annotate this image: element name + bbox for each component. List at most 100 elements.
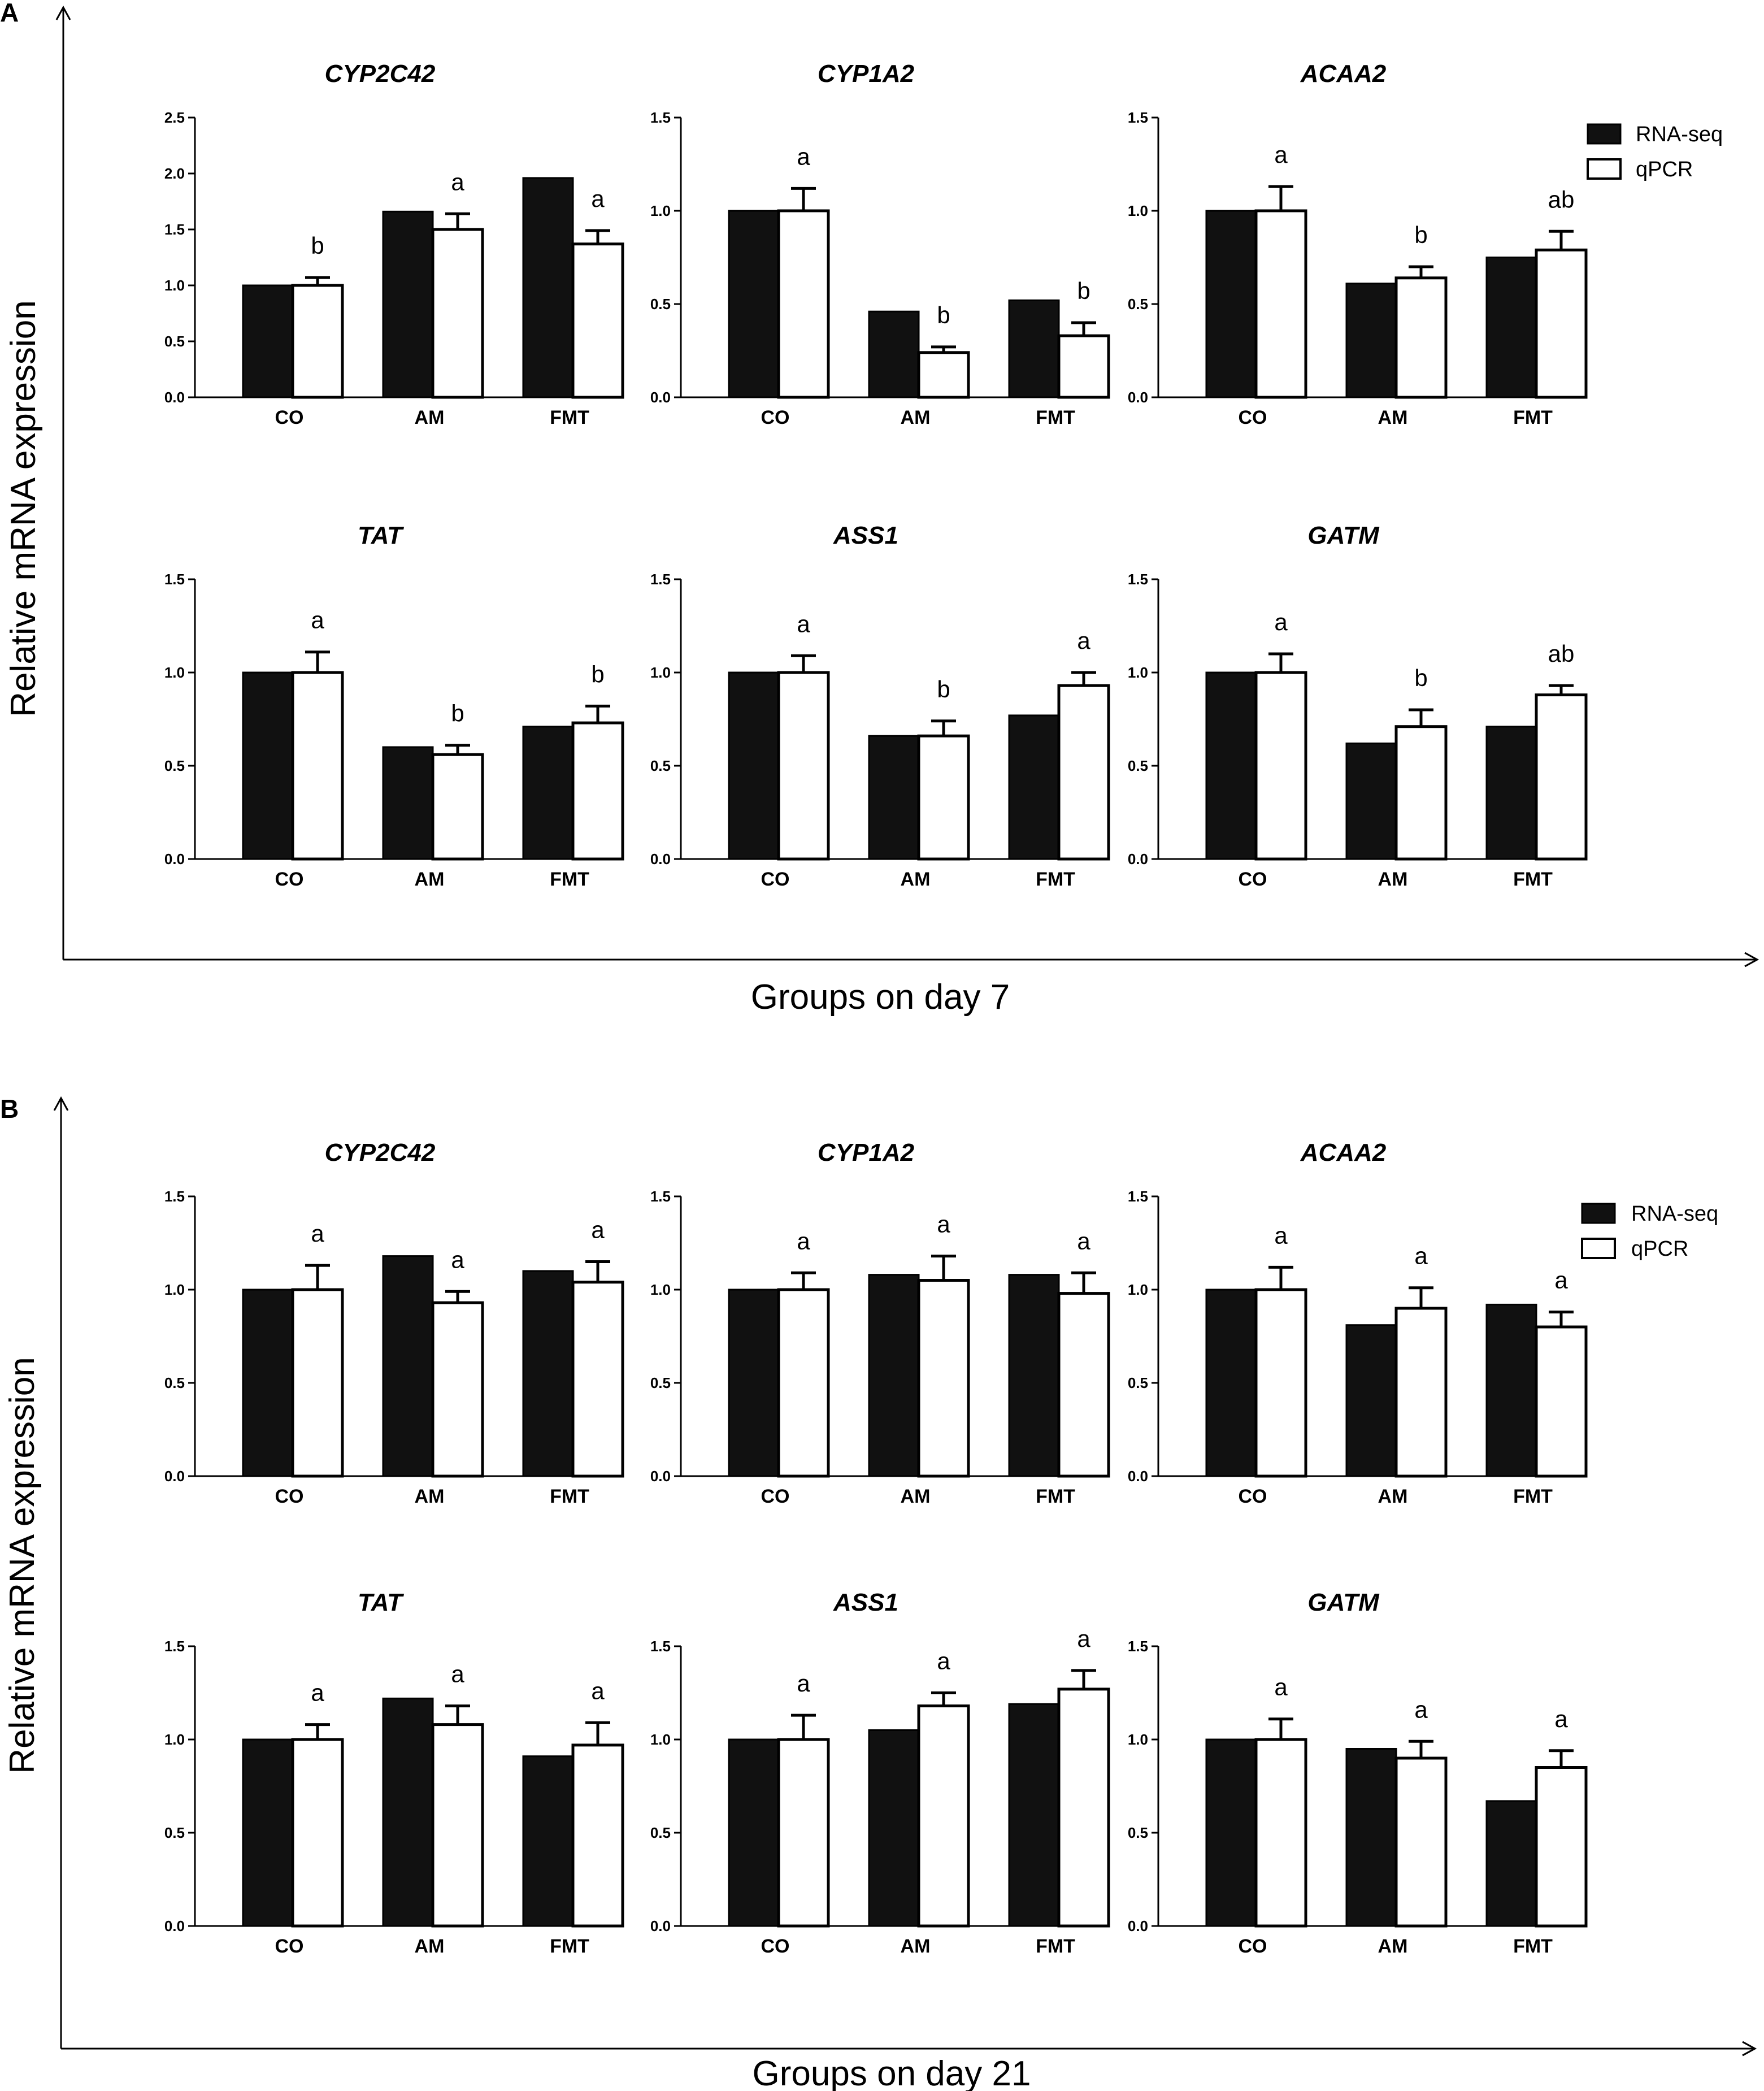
sig-label-b-tat-am: a	[451, 1661, 464, 1687]
y-tick-label-b-acaa2: 1.5	[1128, 1188, 1148, 1205]
y-tick-label-a-cyp2c42: 1.0	[164, 277, 185, 294]
y-tick-label-a-tat: 0.0	[164, 851, 185, 867]
category-label-b-ass1-co: CO	[761, 1936, 790, 1957]
sig-label-a-cyp2c42-am: a	[451, 168, 464, 195]
y-tick-label-a-cyp1a2: 0.0	[650, 389, 671, 406]
sig-label-a-cyp1a2-co: a	[797, 143, 810, 170]
category-label-a-cyp2c42-fmt: FMT	[550, 407, 589, 428]
y-tick-label-b-ass1: 0.5	[650, 1824, 671, 1841]
bar-qpcr-a-cyp1a2-co	[777, 209, 830, 399]
category-label-b-cyp2c42-am: AM	[415, 1486, 445, 1507]
y-tick-label-a-gatm: 0.0	[1128, 851, 1148, 867]
bar-qpcr-b-ass1-am	[917, 1704, 970, 1928]
bar-rnaseq-a-cyp2c42-co	[242, 284, 294, 398]
bar-qpcr-b-acaa2-am	[1394, 1307, 1448, 1478]
bar-qpcr-a-cyp1a2-fmt	[1057, 334, 1110, 399]
bar-qpcr-b-cyp1a2-am	[917, 1279, 970, 1478]
outer-x-arrow-b	[1742, 2041, 1757, 2057]
bar-rnaseq-b-cyp2c42-fmt	[522, 1270, 574, 1477]
category-label-a-tat-fmt: FMT	[550, 869, 589, 890]
bar-qpcr-a-ass1-am	[917, 734, 970, 861]
y-tick-label-b-cyp2c42: 0.5	[164, 1374, 185, 1391]
bar-rnaseq-b-tat-co	[242, 1738, 294, 1927]
panel-label-a: A	[0, 0, 19, 27]
category-label-a-gatm-am: AM	[1378, 869, 1408, 890]
sig-label-b-tat-fmt: a	[591, 1677, 605, 1704]
bar-rnaseq-b-cyp2c42-am	[382, 1255, 434, 1477]
y-tick-label-a-cyp1a2: 1.5	[650, 109, 671, 126]
bar-qpcr-b-cyp2c42-fmt	[571, 1281, 624, 1478]
y-axis-title-b: Relative mRNA expression	[3, 1357, 42, 1773]
bar-qpcr-b-gatm-fmt	[1535, 1766, 1588, 1928]
bar-rnaseq-b-cyp2c42-co	[242, 1289, 294, 1477]
sig-label-b-acaa2-am: a	[1414, 1243, 1428, 1269]
outer-y-arrow-a	[55, 5, 71, 20]
y-tick-label-a-cyp2c42: 2.5	[164, 109, 185, 126]
y-tick-label-b-cyp2c42: 1.0	[164, 1281, 185, 1298]
sig-label-b-acaa2-fmt: a	[1554, 1267, 1568, 1294]
x-axis-title-a: Groups on day 7	[751, 978, 1010, 1017]
y-tick-label-b-gatm: 1.5	[1128, 1638, 1148, 1655]
bar-qpcr-a-ass1-co	[777, 671, 830, 861]
y-tick-label-a-acaa2: 1.0	[1128, 202, 1148, 219]
outer-y-arrow-b	[53, 1096, 69, 1111]
sig-label-b-acaa2-co: a	[1274, 1222, 1288, 1248]
y-tick-label-b-tat: 1.0	[164, 1731, 185, 1748]
bar-rnaseq-a-ass1-am	[868, 735, 920, 860]
category-label-a-ass1-am: AM	[901, 869, 931, 890]
category-label-b-tat-fmt: FMT	[550, 1936, 589, 1957]
bar-rnaseq-a-acaa2-co	[1205, 210, 1257, 398]
bar-qpcr-a-tat-am	[431, 753, 484, 861]
bar-rnaseq-b-ass1-am	[868, 1729, 920, 1927]
y-tick-label-a-ass1: 0.5	[650, 757, 671, 774]
category-label-b-cyp1a2-fmt: FMT	[1036, 1486, 1075, 1507]
sig-label-a-tat-fmt: b	[591, 661, 604, 687]
chart-title-a-ass1: ASS1	[833, 522, 898, 549]
y-tick-label-a-acaa2: 0.0	[1128, 389, 1148, 406]
sig-label-b-ass1-fmt: a	[1077, 1625, 1090, 1652]
panel-label-b: B	[0, 1094, 19, 1123]
bar-rnaseq-a-cyp1a2-am	[868, 310, 920, 398]
y-tick-label-a-tat: 1.5	[164, 571, 185, 588]
bar-rnaseq-b-tat-am	[382, 1697, 434, 1927]
bar-qpcr-b-cyp2c42-co	[291, 1288, 344, 1478]
sig-label-a-gatm-am: b	[1414, 665, 1427, 691]
bar-qpcr-a-cyp2c42-am	[431, 228, 484, 399]
y-tick-label-a-cyp2c42: 0.0	[164, 389, 185, 406]
y-tick-label-b-acaa2: 1.0	[1128, 1281, 1148, 1298]
bar-qpcr-a-acaa2-fmt	[1535, 248, 1588, 399]
legend-label-qpcr-a: qPCR	[1636, 158, 1693, 181]
bar-qpcr-a-cyp1a2-am	[917, 351, 970, 399]
bar-rnaseq-b-cyp1a2-am	[868, 1274, 920, 1477]
category-label-b-acaa2-am: AM	[1378, 1486, 1408, 1507]
bar-qpcr-b-ass1-fmt	[1057, 1687, 1110, 1928]
outer-x-arrow-a	[1744, 952, 1759, 968]
sig-label-a-ass1-co: a	[797, 610, 810, 637]
legend-swatch-qpcr-a	[1587, 158, 1622, 180]
chart-title-a-cyp1a2: CYP1A2	[818, 60, 915, 88]
legend-label-qpcr-b: qPCR	[1631, 1237, 1688, 1261]
category-label-a-cyp1a2-fmt: FMT	[1036, 407, 1075, 428]
sig-label-b-ass1-am: a	[937, 1648, 950, 1674]
sig-label-a-ass1-fmt: a	[1077, 627, 1090, 654]
y-tick-label-a-ass1: 1.5	[650, 571, 671, 588]
y-tick-label-b-acaa2: 0.0	[1128, 1468, 1148, 1485]
category-label-b-gatm-co: CO	[1239, 1936, 1267, 1957]
legend-label-rnaseq-b: RNA-seq	[1631, 1202, 1718, 1226]
sig-label-a-tat-co: a	[311, 607, 324, 634]
sig-label-a-acaa2-fmt: ab	[1548, 186, 1575, 212]
bar-rnaseq-a-ass1-co	[728, 671, 780, 860]
bar-rnaseq-a-gatm-am	[1345, 742, 1397, 860]
category-label-a-tat-am: AM	[415, 869, 445, 890]
bar-qpcr-a-acaa2-am	[1394, 276, 1448, 399]
chart-title-b-cyp1a2: CYP1A2	[818, 1139, 915, 1166]
bar-qpcr-a-gatm-fmt	[1535, 693, 1588, 861]
y-tick-label-a-cyp2c42: 2.0	[164, 165, 185, 182]
sig-label-b-gatm-co: a	[1274, 1674, 1288, 1700]
chart-title-a-acaa2: ACAA2	[1300, 60, 1387, 88]
category-label-a-ass1-co: CO	[761, 869, 790, 890]
y-tick-label-b-cyp2c42: 1.5	[164, 1188, 185, 1205]
bar-rnaseq-b-acaa2-am	[1345, 1324, 1397, 1477]
y-tick-label-b-cyp1a2: 1.5	[650, 1188, 671, 1205]
